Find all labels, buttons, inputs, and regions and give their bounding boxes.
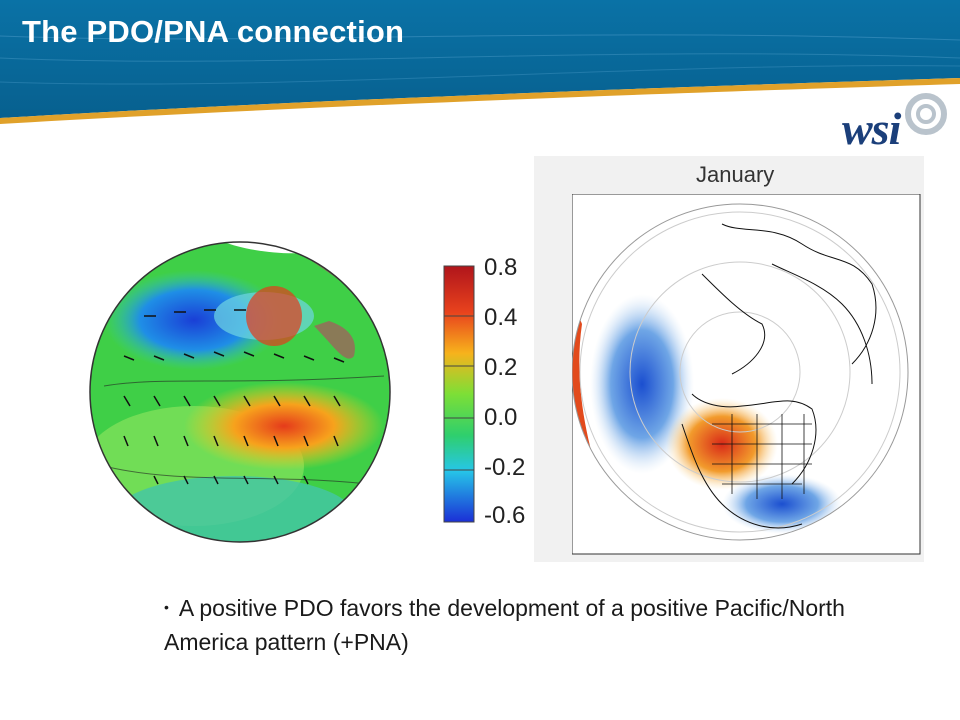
colorbar-label: -0.2 (484, 454, 526, 481)
logo-text: wsi (842, 103, 901, 154)
slide-title: The PDO/PNA connection (22, 14, 405, 49)
colorbar-label: 0.0 (484, 404, 518, 431)
state-grid (712, 414, 812, 499)
header-background (0, 0, 960, 124)
swirl-icon (905, 93, 947, 135)
colorbar: 0.8 0.4 0.2 0.0 -0.2 -0.6 (436, 254, 546, 536)
wsi-logo: wsi (836, 90, 948, 160)
colorbar-label: 0.8 (484, 254, 518, 281)
bullet-point: • A positive PDO favors the development o… (164, 590, 884, 659)
colorbar-gradient (443, 265, 475, 523)
colorbar-label: 0.2 (484, 354, 518, 381)
map-title: January (696, 162, 775, 187)
colorbar-label: 0.4 (484, 304, 518, 331)
pna-polar-map: January (534, 156, 924, 562)
bullet-icon: • (164, 599, 169, 615)
continent-outlines (681, 223, 877, 529)
bullet-text: A positive PDO favors the development of… (164, 595, 845, 655)
pdo-globe-map (84, 236, 396, 548)
header-banner: The PDO/PNA connection (0, 0, 960, 130)
colorbar-label: -0.6 (484, 502, 526, 529)
